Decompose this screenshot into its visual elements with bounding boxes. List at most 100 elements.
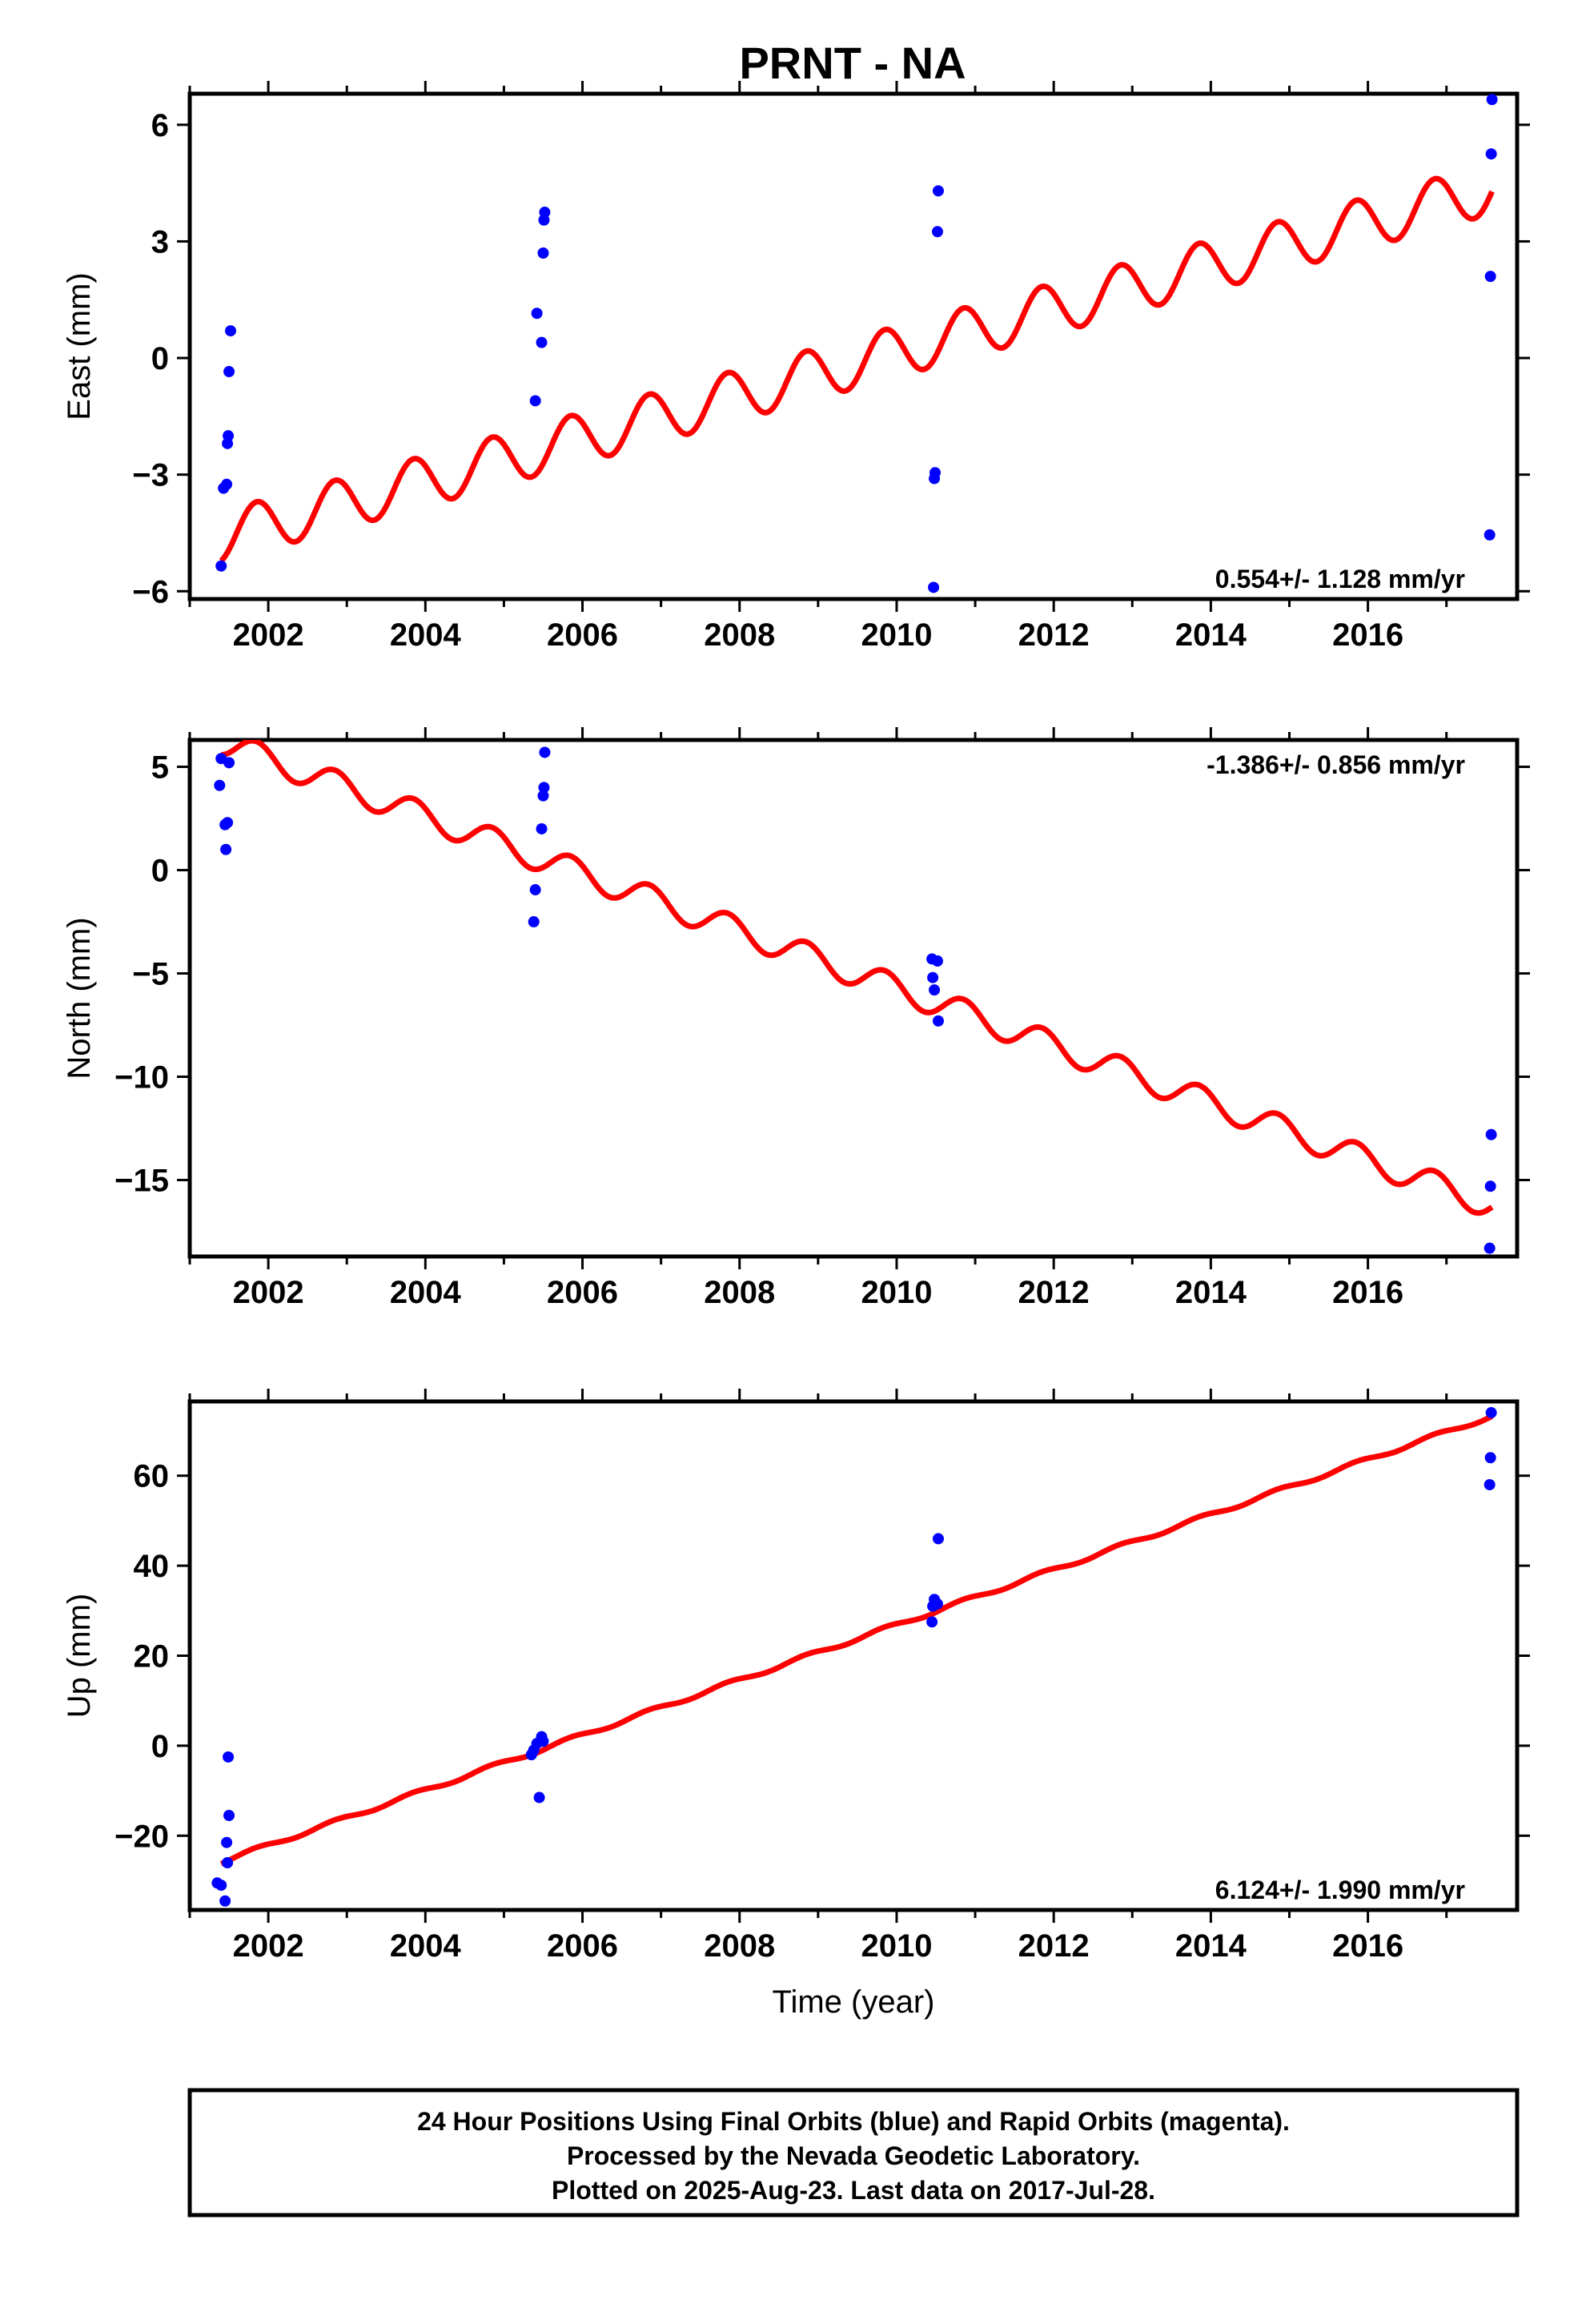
data-point <box>536 336 548 348</box>
plot-frame <box>187 91 1520 601</box>
data-point <box>932 185 944 197</box>
y-tick-label: 5 <box>151 750 169 786</box>
y-tick-label: −15 <box>114 1164 169 1199</box>
y-tick-label: −10 <box>114 1060 169 1096</box>
x-axis-label: Time (year) <box>773 1984 935 2020</box>
y-tick-label: 0 <box>151 341 169 376</box>
data-point <box>533 1791 545 1803</box>
data-point <box>1486 94 1498 106</box>
y-tick-label: 20 <box>134 1639 170 1675</box>
data-point <box>932 1533 944 1545</box>
up-panel: 2002 2004 2006 2008 2010 2012 2014 2016 −20 0 20 40… <box>62 1389 1530 2020</box>
rate-label: 6.124+/- 1.990 mm/yr <box>1215 1876 1465 1904</box>
figure-title: PRNT - NA <box>739 38 966 88</box>
x-tick-label: 2012 <box>1018 1928 1090 1964</box>
data-point <box>1484 529 1496 541</box>
data-point <box>930 467 942 479</box>
data-point <box>1484 1452 1496 1464</box>
y-tick-label: 40 <box>134 1549 170 1584</box>
data-point <box>220 843 232 855</box>
data-point <box>223 430 235 442</box>
data-point <box>219 1895 231 1907</box>
x-tick-label: 2016 <box>1332 1275 1403 1310</box>
data-point <box>529 884 541 896</box>
y-tick-label: 0 <box>151 1729 169 1764</box>
data-point <box>932 1015 944 1027</box>
data-point <box>223 757 235 769</box>
data-point <box>223 366 235 378</box>
x-tick-label: 2010 <box>861 1275 932 1310</box>
x-tick-label: 2010 <box>861 617 932 653</box>
data-point <box>539 207 551 219</box>
x-tick-label: 2014 <box>1175 1275 1247 1310</box>
x-tick-label: 2014 <box>1175 617 1247 653</box>
x-tick-label: 2016 <box>1332 1928 1403 1964</box>
data-point <box>221 1836 233 1848</box>
data-point <box>929 984 941 996</box>
data-point <box>1484 1242 1496 1254</box>
footer-line-2: Processed by the Nevada Geodetic Laborat… <box>567 2141 1140 2170</box>
y-tick-label: −6 <box>132 574 169 609</box>
data-point <box>531 308 543 320</box>
footer-line-1: 24 Hour Positions Using Final Orbits (bl… <box>417 2107 1290 2136</box>
y-axis-label: North (mm) <box>62 917 97 1079</box>
y-tick-label: −3 <box>132 458 169 493</box>
data-point <box>931 1598 943 1610</box>
data-point <box>528 916 540 928</box>
rate-label: 0.554+/- 1.128 mm/yr <box>1215 565 1465 593</box>
data-point <box>927 971 939 983</box>
data-layer <box>211 1407 1497 1907</box>
model-fit-line <box>219 740 1494 1216</box>
x-tick-label: 2008 <box>704 617 775 653</box>
x-tick-label: 2004 <box>390 1275 462 1310</box>
x-tick-label: 2006 <box>547 1275 618 1310</box>
x-tick-label: 2014 <box>1175 1928 1247 1964</box>
y-tick-label: −20 <box>114 1819 169 1854</box>
data-point <box>537 247 549 259</box>
data-point <box>223 1809 235 1821</box>
x-tick-label: 2004 <box>390 617 462 653</box>
y-axis-label: Up (mm) <box>62 1594 97 1719</box>
plot-frame <box>187 738 1520 1259</box>
x-tick-label: 2016 <box>1332 617 1403 653</box>
x-tick-label: 2006 <box>547 617 618 653</box>
footer-line-3: Plotted on 2025-Aug-23. Last data on 201… <box>552 2176 1155 2205</box>
x-tick-label: 2002 <box>233 1928 304 1964</box>
data-point <box>926 1616 938 1628</box>
data-point <box>215 560 227 572</box>
data-point <box>539 746 551 758</box>
data-point <box>221 478 233 490</box>
data-point <box>529 395 541 407</box>
north-panel: 2002 2004 2006 2008 2010 2012 2014 2016 −15 −10 −5… <box>62 727 1530 1310</box>
data-point <box>222 817 234 829</box>
model-fit-line <box>219 175 1495 563</box>
y-tick-label: 3 <box>151 224 169 259</box>
y-tick-label: −5 <box>132 957 169 992</box>
y-tick-label: 6 <box>151 108 169 143</box>
y-axis-label: East (mm) <box>62 272 97 420</box>
data-point <box>1485 1407 1497 1419</box>
data-point <box>928 581 940 593</box>
x-tick-label: 2004 <box>390 1928 462 1964</box>
data-point <box>931 226 943 238</box>
data-point <box>223 1751 235 1763</box>
data-point <box>225 325 237 337</box>
x-tick-label: 2002 <box>233 1275 304 1310</box>
data-point <box>1485 148 1497 160</box>
data-point <box>1484 271 1496 283</box>
data-point <box>1484 1180 1496 1192</box>
y-tick-label: 0 <box>151 854 169 889</box>
data-layer <box>215 94 1498 593</box>
data-point <box>1484 1478 1496 1490</box>
footer-box: 24 Hour Positions Using Final Orbits (bl… <box>187 2088 1520 2217</box>
y-tick-label: 60 <box>134 1459 170 1494</box>
x-tick-label: 2008 <box>704 1928 775 1964</box>
data-point <box>215 1880 227 1892</box>
data-point <box>538 782 550 794</box>
x-tick-label: 2012 <box>1018 617 1090 653</box>
data-point <box>537 1735 549 1747</box>
data-point <box>222 1856 234 1868</box>
data-point <box>1485 1128 1497 1140</box>
x-tick-label: 2002 <box>233 617 304 653</box>
